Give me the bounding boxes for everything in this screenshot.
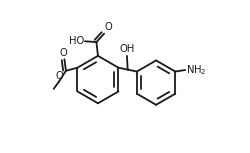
Text: O: O (60, 48, 67, 58)
Text: O: O (104, 22, 112, 32)
Text: HO: HO (69, 36, 84, 46)
Text: NH$_2$: NH$_2$ (185, 63, 206, 77)
Text: OH: OH (119, 44, 134, 54)
Text: O: O (56, 71, 63, 81)
